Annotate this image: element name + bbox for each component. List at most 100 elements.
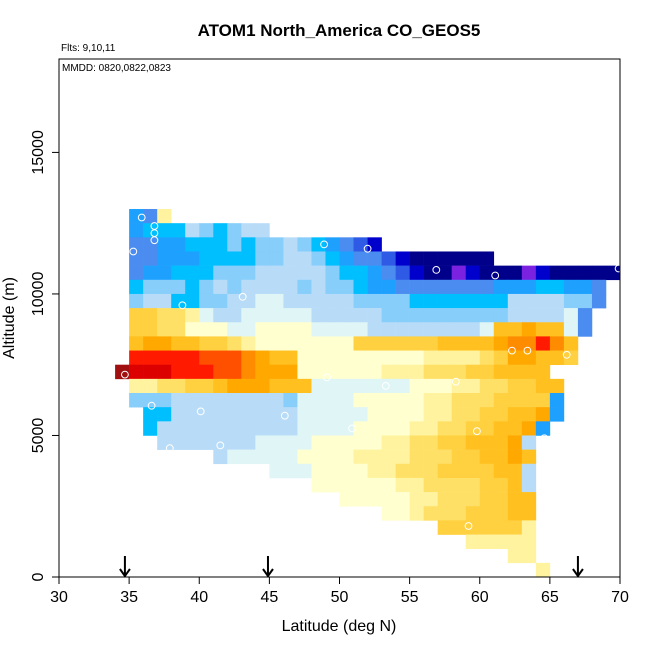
heatmap-cell (395, 265, 410, 281)
heatmap-cell (129, 293, 144, 309)
heatmap-cell (199, 308, 214, 323)
heatmap-cell (563, 350, 579, 365)
heatmap-cell (493, 520, 509, 535)
heatmap-cell (367, 435, 382, 450)
flight-point (473, 427, 481, 436)
heatmap-cell (325, 421, 340, 436)
heatmap-cell (493, 293, 509, 309)
heatmap-cell (129, 279, 144, 295)
heatmap-cell (283, 279, 298, 295)
heatmap-cell (479, 407, 495, 422)
heatmap-cell (437, 378, 452, 394)
heatmap-cell (255, 237, 270, 252)
heatmap-cell (157, 364, 172, 380)
heatmap-cell (353, 477, 368, 493)
heatmap-cell (213, 407, 228, 422)
heatmap-cell (465, 463, 481, 479)
heatmap-cell (479, 421, 495, 436)
heatmap-cell (185, 378, 200, 394)
heatmap-cell (409, 279, 424, 295)
heatmap-cell (325, 279, 340, 295)
heatmap-cell (507, 265, 523, 281)
heatmap-cell (549, 265, 565, 281)
heatmap-cell (227, 364, 242, 380)
heatmap-cell (395, 449, 410, 465)
flight-point (348, 424, 357, 433)
heatmap-cell (213, 322, 228, 337)
heatmap-cell (409, 265, 424, 281)
heatmap-cell (297, 308, 312, 323)
heatmap-cell (535, 293, 551, 309)
heatmap-cell (381, 506, 396, 521)
heatmap-cell (143, 265, 158, 281)
heatmap-cell (339, 492, 354, 507)
heatmap-cell (409, 393, 424, 408)
heatmap-cell (465, 364, 481, 380)
heatmap-cell (241, 308, 256, 323)
heatmap-cell (269, 293, 284, 309)
heatmap-cell (339, 393, 354, 408)
heatmap-cell (353, 421, 368, 436)
heatmap-cell (213, 279, 228, 295)
heatmap-cell (409, 492, 424, 507)
heatmap-cell (549, 393, 565, 408)
heatmap-cell (185, 237, 200, 252)
flight-point (165, 444, 174, 453)
heatmap-cell (213, 293, 228, 309)
heatmap-cell (367, 336, 382, 351)
heatmap-cell (185, 322, 200, 337)
heatmap-cell (367, 407, 382, 422)
heatmap-cell (395, 393, 410, 408)
heatmap-cell (297, 407, 312, 422)
heatmap-cell (535, 364, 551, 380)
heatmap-cell (423, 336, 438, 351)
heatmap-cell (227, 293, 242, 309)
heatmap-cell (367, 449, 382, 465)
heatmap-cell (241, 322, 256, 337)
heatmap-cell (381, 421, 396, 436)
heatmap-cell (535, 350, 551, 365)
heatmap-cell (129, 308, 144, 323)
y-tick-label: 5000 (30, 418, 47, 454)
heatmap-cell (353, 265, 368, 281)
heatmap-cell (465, 308, 481, 323)
heatmap-cell (269, 463, 284, 479)
heatmap-cell (255, 322, 270, 337)
heatmap-cell (143, 237, 158, 252)
heatmap-cell (479, 279, 495, 295)
heatmap-cell (311, 364, 326, 380)
heatmap-cell (507, 407, 523, 422)
heatmap-cell (437, 520, 452, 535)
heatmap-cell (521, 279, 537, 295)
heatmap-cell (479, 308, 495, 323)
heatmap-cell (535, 407, 551, 422)
heatmap-cell (269, 251, 284, 266)
heatmap-cell (451, 506, 467, 521)
heatmap-cell (283, 463, 298, 479)
heatmap-cell (507, 435, 523, 450)
heatmap-cell (129, 378, 144, 394)
heatmap-cell (185, 421, 200, 436)
heatmap-cell (143, 223, 158, 238)
heatmap-cell (325, 251, 340, 266)
heatmap-cell (409, 378, 424, 394)
heatmap-cell (269, 378, 284, 394)
heatmap-cell (367, 265, 382, 281)
heatmap-cell (395, 336, 410, 351)
heatmap-cell (479, 251, 495, 266)
heatmap-cell (199, 293, 214, 309)
heatmap-cell (395, 463, 410, 479)
heatmap-cell (409, 336, 424, 351)
heatmap-cell (395, 492, 410, 507)
heatmap-cell (381, 265, 396, 281)
heatmap-cell (143, 251, 158, 266)
heatmap-cell (311, 435, 326, 450)
heatmap-cell (283, 322, 298, 337)
heatmap-cell (255, 279, 270, 295)
heatmap-cell (549, 322, 565, 337)
heatmap-cell (381, 322, 396, 337)
heatmap-cell (325, 393, 340, 408)
heatmap-cell (157, 407, 172, 422)
x-tick-label: 60 (471, 589, 489, 606)
heatmap-cell (325, 308, 340, 323)
